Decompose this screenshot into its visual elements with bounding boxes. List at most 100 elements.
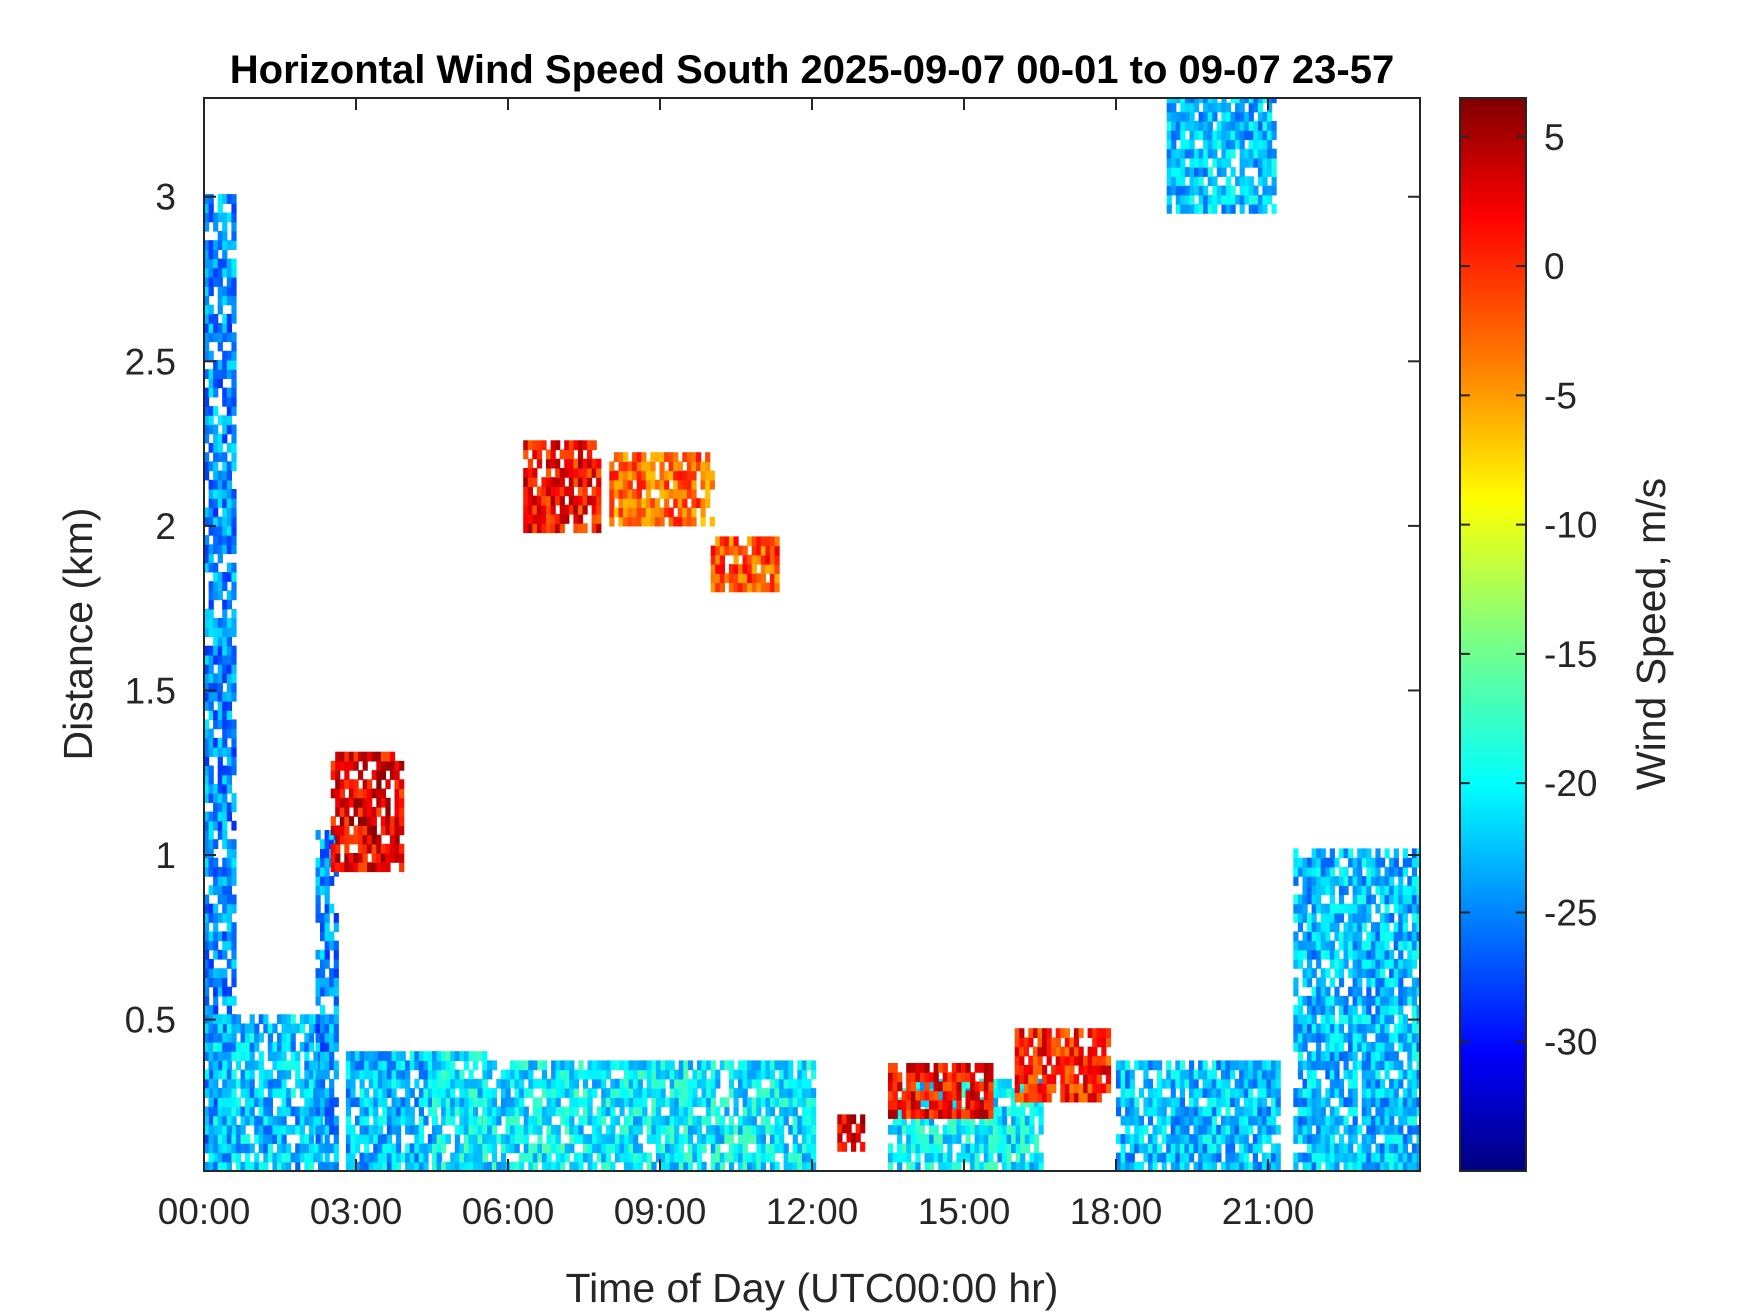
heatmap-cell	[263, 1124, 269, 1135]
heatmap-cell	[1402, 1152, 1408, 1163]
heatmap-cell	[1275, 1161, 1281, 1171]
heatmap-cell	[678, 1161, 684, 1171]
heatmap-cell	[1375, 1078, 1381, 1089]
heatmap-cell	[1329, 977, 1335, 988]
heatmap-cell	[650, 479, 656, 490]
heatmap-cell	[573, 514, 579, 524]
heatmap-cell	[277, 1124, 283, 1135]
heatmap-cell	[1011, 1115, 1017, 1126]
heatmap-cell	[1370, 995, 1377, 1006]
heatmap-cell	[320, 1032, 326, 1043]
heatmap-cell	[1248, 139, 1254, 150]
heatmap-cell	[231, 894, 237, 905]
heatmap-cell	[304, 1051, 310, 1061]
heatmap-cell	[1302, 1060, 1308, 1071]
heatmap-cell	[628, 1134, 634, 1144]
heatmap-cell	[482, 1097, 488, 1108]
heatmap-cell	[1407, 1051, 1413, 1061]
heatmap-cell	[655, 1143, 662, 1154]
heatmap-cell	[204, 608, 210, 619]
heatmap-cell	[1316, 995, 1322, 1006]
heatmap-cell	[1407, 959, 1413, 969]
heatmap-cell	[660, 1124, 666, 1135]
heatmap-cell	[769, 1060, 776, 1071]
heatmap-cell	[359, 1124, 365, 1135]
heatmap-cell	[1293, 940, 1299, 951]
heatmap-cell	[399, 797, 405, 808]
colorbar-tick-label: -10	[1544, 505, 1597, 546]
heatmap-cell	[217, 258, 223, 269]
heatmap-cell	[738, 1060, 744, 1071]
heatmap-cell	[376, 779, 382, 790]
heatmap-cell	[1402, 995, 1408, 1006]
heatmap-cell	[1325, 1032, 1331, 1043]
heatmap-cell	[559, 523, 565, 534]
heatmap-cell	[1015, 1106, 1021, 1117]
heatmap-cell	[423, 1060, 429, 1071]
heatmap-cell	[537, 1097, 543, 1108]
heatmap-cell	[564, 1069, 570, 1080]
heatmap-cell	[1006, 1134, 1012, 1144]
heatmap-cell	[1184, 102, 1191, 113]
heatmap-cell	[596, 486, 602, 497]
heatmap-cell	[1402, 848, 1408, 859]
heatmap-cell	[1384, 1152, 1390, 1163]
heatmap-cell	[514, 1161, 520, 1171]
heatmap-cell	[1175, 167, 1181, 177]
heatmap-cell	[687, 1134, 694, 1144]
heatmap-cell	[1380, 913, 1386, 923]
heatmap-cell	[324, 1097, 330, 1108]
heatmap-cell	[382, 1161, 388, 1171]
heatmap-cell	[1357, 913, 1363, 923]
heatmap-cell	[1087, 1083, 1093, 1094]
heatmap-cell	[655, 1060, 662, 1071]
heatmap-cell	[272, 1134, 278, 1144]
heatmap-cell	[760, 1143, 766, 1154]
heatmap-cell	[348, 797, 355, 808]
heatmap-cell	[1384, 1042, 1390, 1052]
heatmap-cell	[1402, 1143, 1408, 1154]
heatmap-cell	[217, 286, 223, 297]
heatmap-cell	[217, 1152, 223, 1163]
heatmap-cell	[1189, 1143, 1195, 1154]
heatmap-cell	[1212, 98, 1218, 104]
heatmap-cell	[1257, 176, 1264, 187]
heatmap-cell	[1325, 903, 1331, 914]
heatmap-cell	[1020, 1134, 1026, 1144]
heatmap-cell	[806, 1134, 812, 1144]
heatmap-cell	[409, 1161, 415, 1171]
heatmap-cell	[919, 1115, 926, 1126]
heatmap-cell	[477, 1088, 483, 1098]
heatmap-cell	[226, 811, 232, 822]
heatmap-cell	[217, 876, 223, 886]
heatmap-cell	[217, 442, 223, 453]
heatmap-cell	[213, 673, 219, 684]
heatmap-cell	[578, 1115, 584, 1126]
heatmap-cell	[1380, 1078, 1386, 1089]
heatmap-cell	[382, 1134, 388, 1144]
heatmap-cell	[1157, 1097, 1163, 1108]
heatmap-cell	[938, 1152, 944, 1163]
heatmap-cell	[897, 1161, 903, 1171]
heatmap-cell	[587, 468, 593, 478]
heatmap-cell	[528, 1161, 534, 1171]
heatmap-cell	[500, 1097, 507, 1108]
heatmap-cell	[1307, 1106, 1313, 1117]
heatmap-cell	[1389, 1032, 1395, 1043]
heatmap-cell	[1120, 1161, 1126, 1171]
heatmap-cell	[1307, 1115, 1313, 1126]
heatmap-cell	[364, 1134, 370, 1144]
heatmap-cell	[1275, 1078, 1281, 1089]
heatmap-cell	[217, 913, 223, 923]
heatmap-cell	[1316, 977, 1322, 988]
heatmap-cell	[970, 1109, 976, 1119]
heatmap-cell	[208, 774, 214, 785]
heatmap-cell	[362, 797, 368, 808]
heatmap-cell	[1320, 876, 1326, 886]
heatmap-cell	[391, 1051, 397, 1061]
heatmap-cell	[324, 940, 330, 951]
heatmap-cell	[664, 470, 670, 481]
heatmap-cell	[915, 1134, 921, 1144]
heatmap-cell	[1311, 866, 1317, 877]
heatmap-cell	[362, 788, 368, 799]
